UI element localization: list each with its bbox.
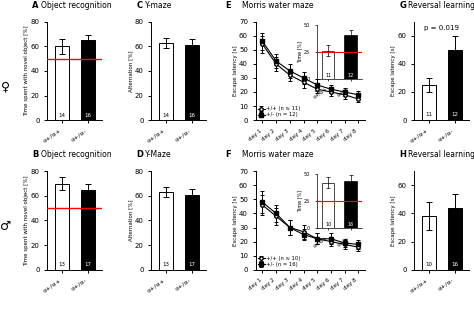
Text: 17: 17 <box>84 262 91 267</box>
Bar <box>422 85 436 120</box>
Y-axis label: Escape latency [s]: Escape latency [s] <box>233 195 237 246</box>
Y-axis label: Escape latency [s]: Escape latency [s] <box>392 195 396 246</box>
Text: 14: 14 <box>58 113 65 118</box>
Y-axis label: Time spent with novel object [%]: Time spent with novel object [%] <box>24 175 29 266</box>
Text: E: E <box>225 1 230 10</box>
Text: 17: 17 <box>189 262 195 267</box>
Legend: +/+ (n ≈ 11), +/- (n = 12): +/+ (n ≈ 11), +/- (n = 12) <box>258 106 301 117</box>
Text: Y-Maze: Y-Maze <box>145 150 172 159</box>
Text: 11: 11 <box>425 112 432 117</box>
Text: D: D <box>136 150 143 159</box>
Bar <box>159 42 173 120</box>
Text: Object recognition: Object recognition <box>41 150 111 159</box>
Bar <box>81 40 95 120</box>
Text: p = 0.019: p = 0.019 <box>424 25 459 31</box>
Text: 16: 16 <box>451 262 458 267</box>
Bar <box>159 192 173 270</box>
Text: A: A <box>32 1 38 10</box>
Text: 16: 16 <box>84 113 91 118</box>
Bar <box>81 190 95 270</box>
Bar <box>448 50 462 120</box>
Text: 13: 13 <box>58 262 65 267</box>
Text: Y-maze: Y-maze <box>145 1 172 10</box>
Text: G: G <box>399 1 406 10</box>
Text: Reversal learning: Reversal learning <box>408 1 474 10</box>
Bar <box>185 45 199 120</box>
Text: ♂: ♂ <box>0 220 11 233</box>
Legend: +/+ (n ≈ 10), +/- (n = 16): +/+ (n ≈ 10), +/- (n = 16) <box>258 256 301 267</box>
Text: 16: 16 <box>189 113 195 118</box>
Text: 14: 14 <box>162 113 169 118</box>
Text: Morris water maze: Morris water maze <box>242 1 314 10</box>
Y-axis label: Escape latency [s]: Escape latency [s] <box>233 46 237 96</box>
Bar <box>55 46 69 120</box>
Text: Object recognition: Object recognition <box>41 1 111 10</box>
Text: 13: 13 <box>162 262 169 267</box>
Text: ♀: ♀ <box>1 80 10 93</box>
Bar <box>422 216 436 270</box>
Text: F: F <box>225 150 230 159</box>
Text: H: H <box>399 150 406 159</box>
Bar <box>185 195 199 270</box>
Text: Morris water maze: Morris water maze <box>242 150 314 159</box>
Bar <box>448 208 462 270</box>
Y-axis label: Escape latency [s]: Escape latency [s] <box>392 46 396 96</box>
Text: B: B <box>32 150 38 159</box>
Text: 10: 10 <box>425 262 432 267</box>
Y-axis label: Time spent with novel object [%]: Time spent with novel object [%] <box>24 26 29 116</box>
Bar <box>55 184 69 270</box>
Text: Reversal learning: Reversal learning <box>408 150 474 159</box>
Text: 12: 12 <box>451 112 458 117</box>
Y-axis label: Alternation [%]: Alternation [%] <box>128 200 134 241</box>
Y-axis label: Alternation [%]: Alternation [%] <box>128 50 134 92</box>
Text: C: C <box>136 1 142 10</box>
